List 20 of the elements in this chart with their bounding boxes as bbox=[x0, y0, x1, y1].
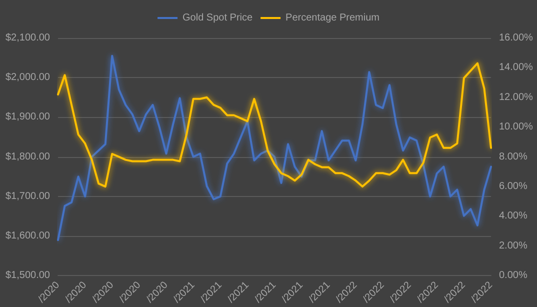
y-tick-label: $1,900.00 bbox=[6, 112, 50, 123]
y-tick-label: $1,700.00 bbox=[6, 190, 50, 202]
y-tick-label: $1,600.00 bbox=[6, 230, 50, 242]
legend-label: Percentage Premium bbox=[286, 12, 380, 24]
y2-tick-label: 14.00% bbox=[499, 62, 534, 74]
y2-tick-label: 16.00% bbox=[499, 32, 534, 44]
legend-label: Gold Spot Price bbox=[182, 12, 253, 24]
y2-tick-label: 8.00% bbox=[499, 151, 528, 162]
y2-tick-label: 4.00% bbox=[499, 210, 528, 222]
y2-tick-label: 0.00% bbox=[499, 270, 528, 282]
y2-tick-label: 2.00% bbox=[499, 240, 528, 252]
line-series bbox=[57, 62, 492, 188]
y2-tick-label: 6.00% bbox=[499, 181, 528, 192]
y-tick-label: $2,100.00 bbox=[6, 32, 50, 44]
y2-tick-label: 10.00% bbox=[499, 122, 534, 133]
y-tick-label: $2,000.00 bbox=[6, 72, 50, 84]
y2-tick-label: 12.00% bbox=[499, 92, 534, 103]
line-series bbox=[57, 54, 492, 241]
y-tick-label: $1,500.00 bbox=[6, 270, 50, 282]
y-tick-label: $1,800.00 bbox=[6, 151, 50, 162]
